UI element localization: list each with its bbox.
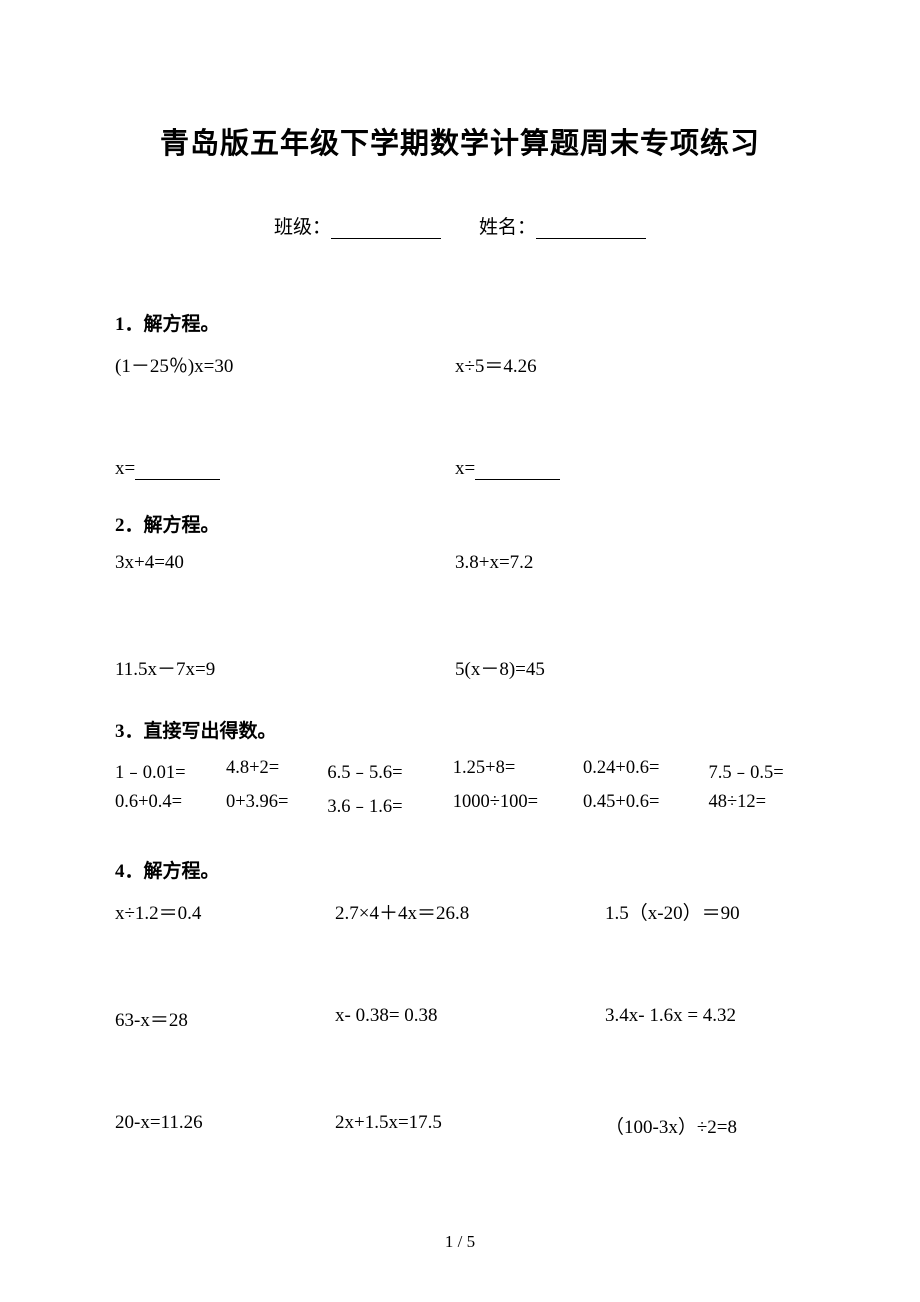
q4-title: 4．解方程。 [115,856,805,883]
q3-r2c2: 0+3.96= [226,792,327,818]
q4-r1c3: 1.5（x-20）＝90 [605,898,805,925]
q1-eq2: x÷5＝4.26 [455,351,537,378]
q1-ans2-blank[interactable] [475,464,560,480]
q4-r3c2: 2x+1.5x=17.5 [335,1112,605,1139]
q3-r2c1: 0.6+0.4= [115,792,226,818]
page-title: 青岛版五年级下学期数学计算题周末专项练习 [115,120,805,162]
class-label: 班级： [274,217,331,238]
q3-title: 3．直接写出得数。 [115,716,805,743]
q4-r1c2: 2.7×4＋4x＝26.8 [335,898,605,925]
q3-r1c3: 6.5﹣5.6= [327,758,452,784]
q2-eq3: 11.5x－7x=9 [115,654,455,681]
page-number: 1 / 5 [0,1232,920,1252]
q1-title: 1．解方程。 [115,309,805,336]
q4-r3c1: 20-x=11.26 [115,1112,335,1139]
name-blank[interactable] [536,221,646,239]
q1-ans1-blank[interactable] [135,464,220,480]
q3-r1c2: 4.8+2= [226,758,327,784]
q2-eq2: 3.8+x=7.2 [455,552,533,574]
q4-row2: 63-x＝28 x- 0.38= 0.38 3.4x- 1.6x = 4.32 [115,1005,805,1032]
q4-r1c1: x÷1.2＝0.4 [115,898,335,925]
q4-row3: 20-x=11.26 2x+1.5x=17.5 （100-3x）÷2=8 [115,1112,805,1139]
q4-r2c3: 3.4x- 1.6x = 4.32 [605,1005,805,1032]
q3-r2c3: 3.6﹣1.6= [327,792,452,818]
q2-row2: 11.5x－7x=9 5(x－8)=45 [115,654,805,681]
q2-eq1: 3x+4=40 [115,552,455,574]
q2-row1: 3x+4=40 3.8+x=7.2 [115,552,805,574]
q3-r1c4: 1.25+8= [453,758,583,784]
q1-ans2-label: x= [455,458,475,479]
q4-row1: x÷1.2＝0.4 2.7×4＋4x＝26.8 1.5（x-20）＝90 [115,898,805,925]
q3-row1: 1﹣0.01= 4.8+2= 6.5﹣5.6= 1.25+8= 0.24+0.6… [115,758,805,784]
q3-r1c6: 7.5﹣0.5= [709,758,806,784]
q3-r2c4: 1000÷100= [453,792,583,818]
student-info-line: 班级： 姓名： [115,212,805,239]
q3-row2: 0.6+0.4= 0+3.96= 3.6﹣1.6= 1000÷100= 0.45… [115,792,805,818]
q1-ans1-label: x= [115,458,135,479]
q2-title: 2．解方程。 [115,510,805,537]
q4-r2c2: x- 0.38= 0.38 [335,1005,605,1032]
name-label: 姓名： [479,217,536,238]
q3-r2c5: 0.45+0.6= [583,792,708,818]
class-blank[interactable] [331,221,441,239]
q3-r1c1: 1﹣0.01= [115,758,226,784]
q4-r3c3: （100-3x）÷2=8 [605,1112,805,1139]
q4-r2c1: 63-x＝28 [115,1005,335,1032]
q1-answers: x= x= [115,458,805,480]
q3-r1c5: 0.24+0.6= [583,758,708,784]
q1-eq1: (1－25％)x=30 [115,351,455,378]
q2-eq4: 5(x－8)=45 [455,654,545,681]
q3-r2c6: 48÷12= [709,792,806,818]
q1-equations: (1－25％)x=30 x÷5＝4.26 [115,351,805,378]
